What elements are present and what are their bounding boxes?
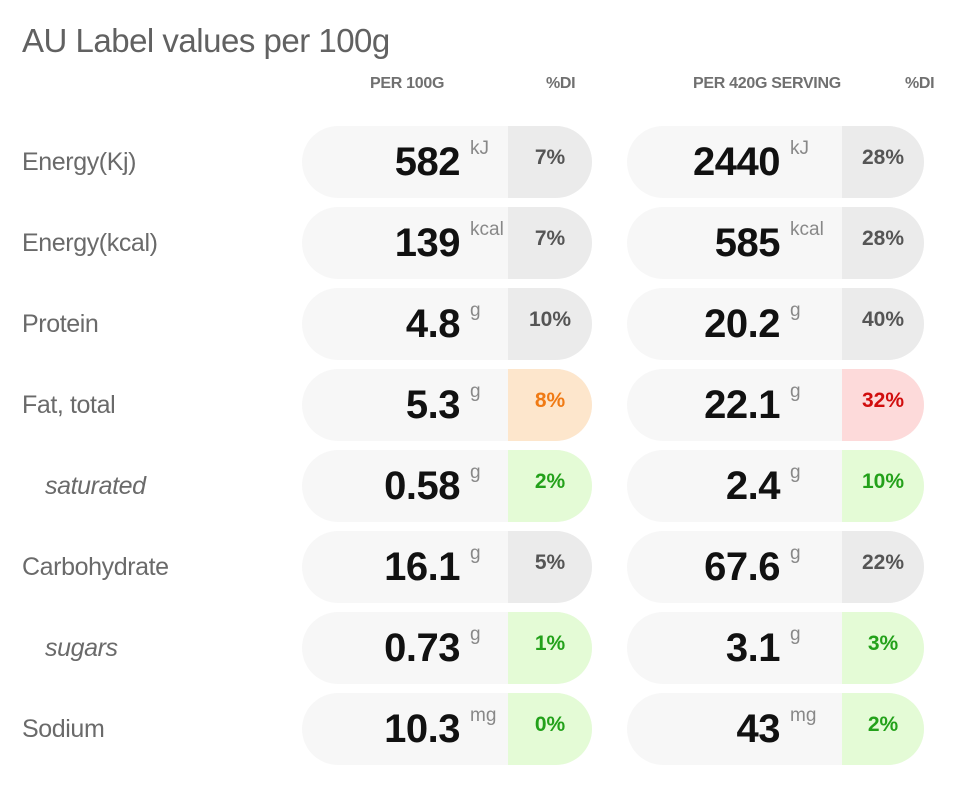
- nutrient-unit: g: [790, 381, 801, 402]
- value-cell-per-100g: 16.1 g 5%: [302, 531, 592, 603]
- row-label: Energy(Kj): [22, 148, 137, 176]
- value-cell-per-serving: 3.1 g 3%: [627, 612, 924, 684]
- nutrient-amount: 43: [736, 707, 781, 751]
- daily-intake-percent: 32%: [842, 369, 924, 441]
- nutrient-unit: g: [470, 381, 481, 402]
- nutrient-amount: 4.8: [405, 302, 461, 346]
- daily-intake-percent: 2%: [508, 450, 592, 522]
- nutrient-amount: 5.3: [405, 383, 461, 427]
- nutrient-amount: 2440: [693, 140, 780, 184]
- nutrient-unit: mg: [470, 705, 497, 726]
- row-label: sugars: [45, 634, 118, 662]
- daily-intake-percent: 10%: [842, 450, 924, 522]
- column-header-di-per-serving: %DI: [905, 75, 935, 92]
- nutrient-amount: 20.2: [704, 302, 780, 346]
- value-cell-per-100g: 0.58 g 2%: [302, 450, 592, 522]
- daily-intake-percent: 40%: [842, 288, 924, 360]
- nutrient-unit: g: [790, 624, 801, 645]
- daily-intake-percent: 3%: [842, 612, 924, 684]
- nutrient-amount: 2.4: [725, 464, 781, 508]
- row-label: Sodium: [22, 715, 105, 743]
- nutrient-amount: 139: [394, 221, 461, 265]
- value-cell-per-serving: 20.2 g 40%: [627, 288, 924, 360]
- column-header-di-per-100g: %DI: [546, 75, 576, 92]
- daily-intake-percent: 1%: [508, 612, 592, 684]
- nutrient-unit: g: [470, 300, 481, 321]
- daily-intake-percent: 2%: [842, 693, 924, 765]
- value-cell-per-serving: 43 mg 2%: [627, 693, 924, 765]
- column-header-per-serving: PER 420G SERVING: [693, 75, 841, 92]
- daily-intake-percent: 5%: [508, 531, 592, 603]
- value-cell-per-100g: 5.3 g 8%: [302, 369, 592, 441]
- value-cell-per-100g: 4.8 g 10%: [302, 288, 592, 360]
- nutrient-unit: g: [470, 624, 481, 645]
- nutrient-amount: 585: [714, 221, 781, 265]
- value-cell-per-100g: 139 kcal 7%: [302, 207, 592, 279]
- daily-intake-percent: 22%: [842, 531, 924, 603]
- nutrient-unit: g: [790, 543, 801, 564]
- daily-intake-percent: 7%: [508, 207, 592, 279]
- daily-intake-percent: 8%: [508, 369, 592, 441]
- nutrient-amount: 22.1: [704, 383, 780, 427]
- row-label: saturated: [45, 472, 146, 500]
- row-label: Fat, total: [22, 391, 116, 419]
- daily-intake-percent: 0%: [508, 693, 592, 765]
- nutrient-amount: 582: [394, 140, 461, 184]
- value-cell-per-serving: 67.6 g 22%: [627, 531, 924, 603]
- daily-intake-percent: 28%: [842, 207, 924, 279]
- nutrient-amount: 0.73: [384, 626, 460, 670]
- nutrient-unit: kJ: [470, 138, 489, 159]
- row-label: Protein: [22, 310, 99, 338]
- nutrient-amount: 16.1: [384, 545, 460, 589]
- nutrient-amount: 0.58: [384, 464, 460, 508]
- value-cell-per-serving: 2.4 g 10%: [627, 450, 924, 522]
- nutrient-unit: kJ: [790, 138, 809, 159]
- daily-intake-percent: 28%: [842, 126, 924, 198]
- column-header-per-100g: PER 100G: [370, 75, 445, 92]
- value-cell-per-serving: 2440 kJ 28%: [627, 126, 924, 198]
- nutrient-unit: g: [470, 543, 481, 564]
- value-cell-per-serving: 22.1 g 32%: [627, 369, 924, 441]
- daily-intake-percent: 10%: [508, 288, 592, 360]
- nutrient-amount: 67.6: [704, 545, 780, 589]
- value-cell-per-100g: 0.73 g 1%: [302, 612, 592, 684]
- nutrient-unit: kcal: [470, 219, 504, 240]
- value-cell-per-serving: 585 kcal 28%: [627, 207, 924, 279]
- row-label: Energy(kcal): [22, 229, 158, 257]
- daily-intake-percent: 7%: [508, 126, 592, 198]
- nutrient-unit: mg: [790, 705, 817, 726]
- nutrient-unit: g: [790, 462, 801, 483]
- value-cell-per-100g: 10.3 mg 0%: [302, 693, 592, 765]
- nutrient-unit: g: [790, 300, 801, 321]
- row-label: Carbohydrate: [22, 553, 169, 581]
- nutrient-amount: 3.1: [725, 626, 781, 670]
- nutrient-unit: kcal: [790, 219, 824, 240]
- nutrient-amount: 10.3: [384, 707, 460, 751]
- nutrient-unit: g: [470, 462, 481, 483]
- page-title: AU Label values per 100g: [22, 22, 390, 59]
- value-cell-per-100g: 582 kJ 7%: [302, 126, 592, 198]
